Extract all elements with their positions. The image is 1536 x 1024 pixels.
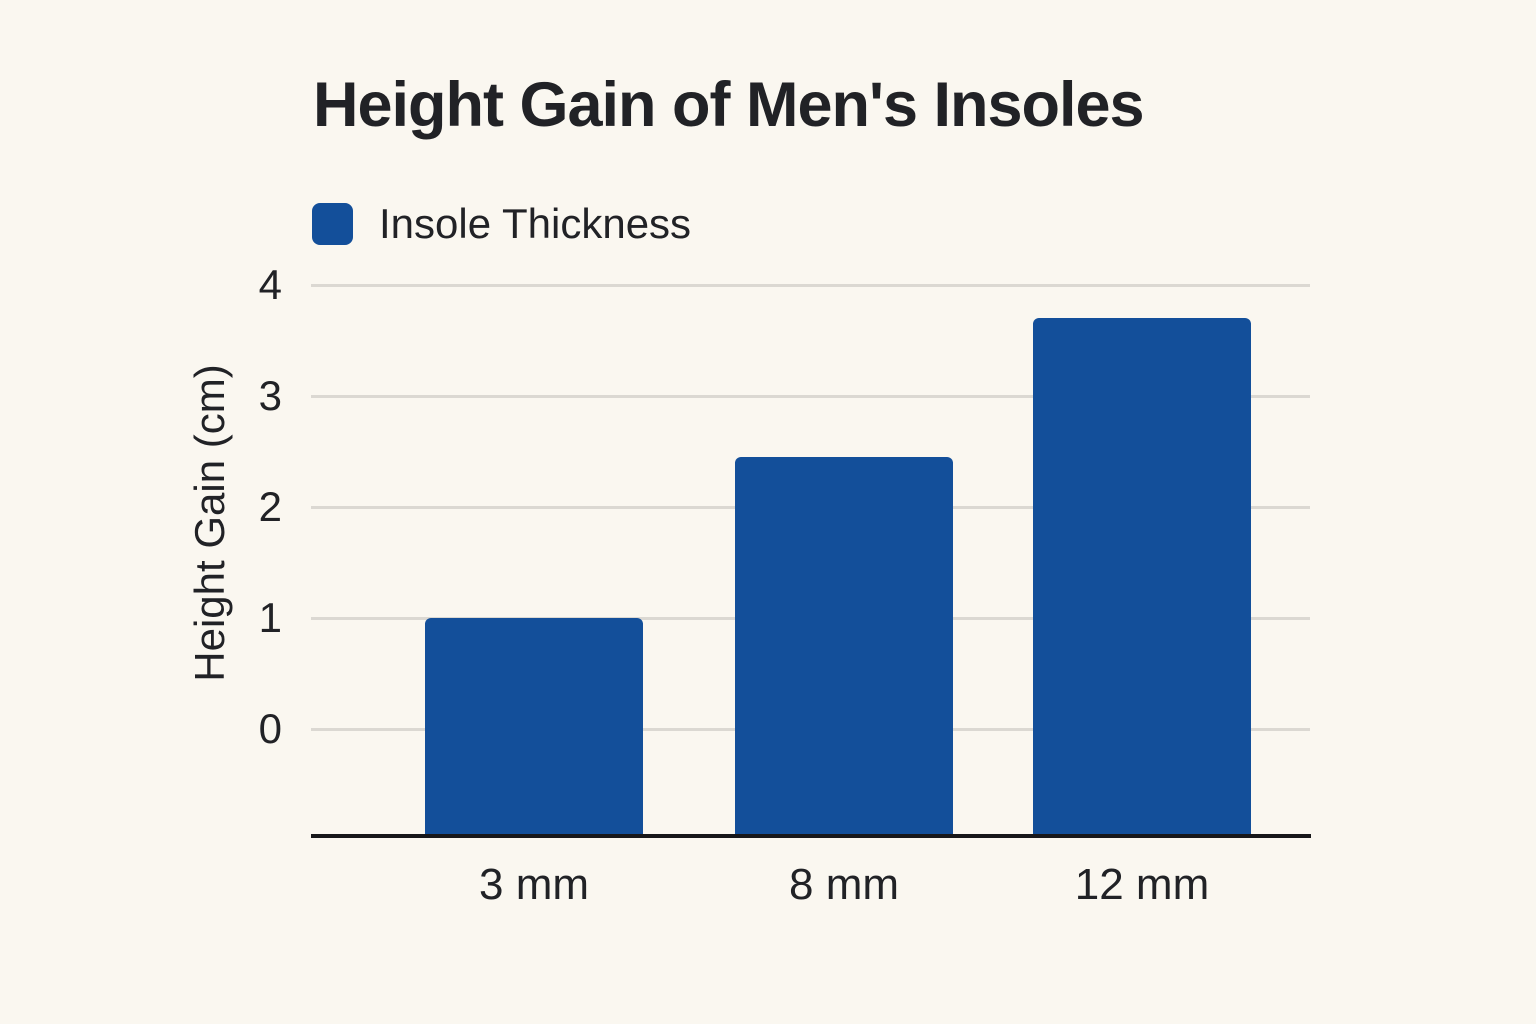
legend-label: Insole Thickness: [379, 200, 692, 247]
y-tick-label-3: 3: [258, 372, 282, 419]
bar-12-mm: [1033, 318, 1251, 834]
x-axis-label-8-mm: 8 mm: [789, 860, 899, 909]
bar-3-mm: [425, 618, 643, 834]
y-tick-label-4: 4: [258, 261, 282, 308]
chart-title: Height Gain of Men's Insoles: [313, 70, 1145, 140]
legend-swatch-icon: [312, 203, 353, 245]
legend: Insole Thickness: [312, 200, 691, 248]
y-tick-label-0: 0: [258, 705, 282, 752]
gridline-y-3: [311, 395, 1310, 398]
x-axis-label-3-mm: 3 mm: [479, 860, 589, 909]
x-axis-label-12-mm: 12 mm: [1074, 860, 1210, 909]
bar-8-mm: [735, 457, 953, 834]
y-tick-label-2: 2: [258, 483, 282, 530]
y-tick-label-1: 1: [258, 594, 282, 641]
gridline-y-4: [311, 284, 1310, 287]
x-axis-line: [311, 834, 1311, 838]
